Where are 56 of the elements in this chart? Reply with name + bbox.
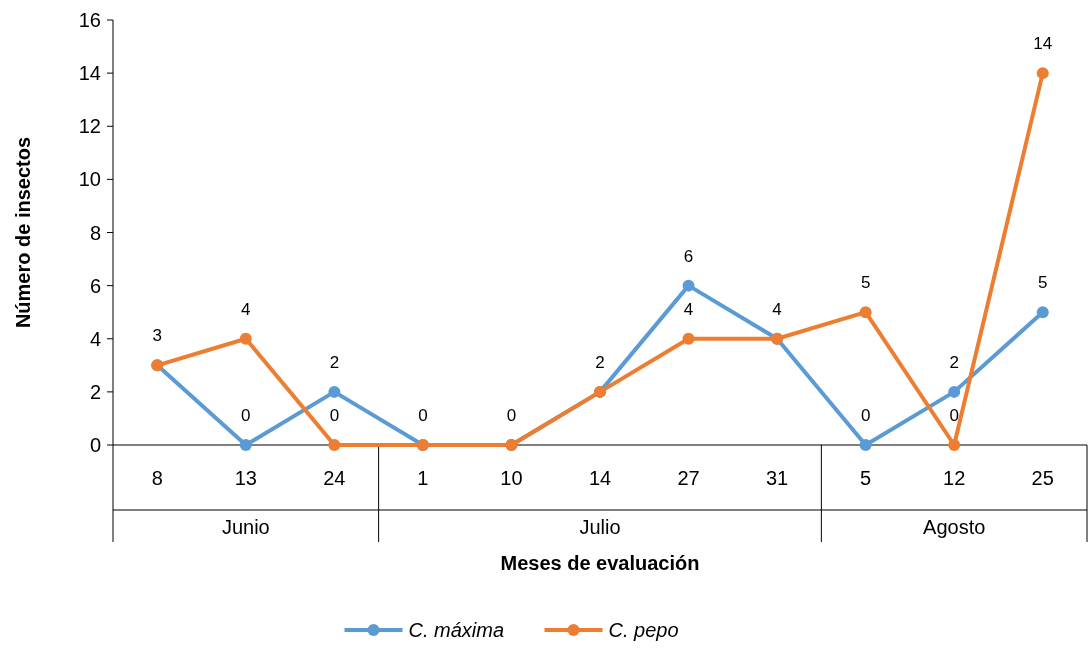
legend-label: C. pepo xyxy=(608,619,679,641)
point xyxy=(328,385,341,398)
data-label: 4 xyxy=(683,299,694,319)
text: Julio xyxy=(579,516,621,538)
point xyxy=(948,439,961,451)
y-tick-label: 0 xyxy=(89,434,101,456)
y-tick-label: 12 xyxy=(78,115,101,138)
x-tick-label: 25 xyxy=(1031,467,1054,489)
y-tick-label: 4 xyxy=(89,327,101,350)
x-tick-label: 27 xyxy=(677,467,700,489)
data-label: 2 xyxy=(595,352,605,372)
x-tick-label: 14 xyxy=(588,467,612,489)
point xyxy=(239,332,252,345)
data-label: 4 xyxy=(241,299,251,319)
x-tick-label: 12 xyxy=(943,467,966,489)
point xyxy=(859,439,872,451)
y-tick-label: 10 xyxy=(78,168,101,191)
x-tick-label: 13 xyxy=(234,467,257,489)
x-tick-label: 8 xyxy=(151,467,163,489)
data-label: 2 xyxy=(949,352,959,372)
data-label: 0 xyxy=(506,405,517,425)
x-axis-title: Meses de evaluación xyxy=(500,552,700,574)
point xyxy=(1036,306,1049,319)
point xyxy=(328,439,341,451)
text: Junio xyxy=(221,516,270,538)
y-tick-label: 16 xyxy=(78,9,101,31)
point xyxy=(239,439,252,451)
y-tick-label: 14 xyxy=(78,62,101,85)
data-label: 4 xyxy=(772,299,782,319)
point xyxy=(682,279,695,292)
data-label: 0 xyxy=(241,405,251,425)
data-label: 14 xyxy=(1033,34,1053,54)
point xyxy=(948,385,961,398)
y-tick-label: 8 xyxy=(89,221,101,244)
y-tick-label: 6 xyxy=(89,274,101,297)
legend-label: C. máxima xyxy=(408,619,505,641)
data-label: 0 xyxy=(860,405,871,425)
x-tick-label: 10 xyxy=(500,467,523,489)
y-axis-title: Número de insectos xyxy=(12,136,34,329)
data-label: 0 xyxy=(329,405,340,425)
point xyxy=(682,332,695,345)
x-tick-label: 31 xyxy=(765,467,789,489)
x-tick-label: 5 xyxy=(860,467,872,489)
x-tick-label: 1 xyxy=(417,467,429,489)
x-tick-label: 24 xyxy=(323,467,346,489)
data-label: 3 xyxy=(152,326,163,346)
data-label: 5 xyxy=(860,273,871,293)
text: Agosto xyxy=(923,516,986,538)
data-label: 6 xyxy=(683,246,694,266)
data-label: 0 xyxy=(418,405,428,425)
data-label: 2 xyxy=(329,352,340,372)
data-label: 0 xyxy=(949,405,959,425)
y-tick-label: 2 xyxy=(89,380,101,403)
point xyxy=(859,306,872,319)
point xyxy=(1036,67,1049,80)
data-label: 5 xyxy=(1037,273,1048,293)
